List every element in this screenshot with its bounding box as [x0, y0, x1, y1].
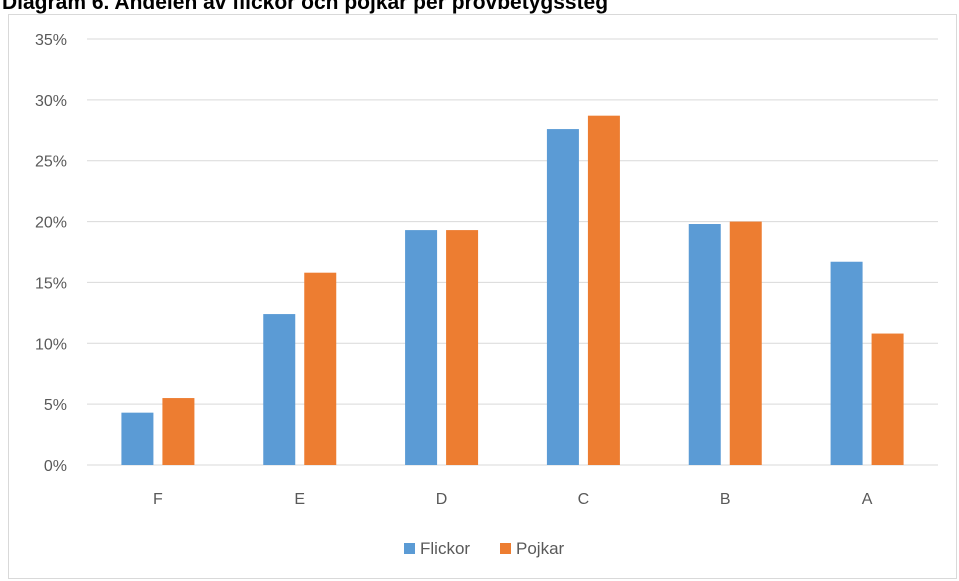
y-tick-label: 25%: [35, 154, 67, 171]
bar-pojkar-c: [587, 115, 620, 466]
y-tick-label: 5%: [44, 397, 67, 414]
y-tick-label: 0%: [44, 458, 67, 475]
bar-flickor-f: [121, 412, 154, 465]
bar-pojkar-d: [446, 230, 479, 465]
bar-flickor-d: [405, 230, 438, 465]
bar-pojkar-a: [871, 333, 904, 465]
bar-flickor-c: [546, 129, 579, 465]
chart-frame: [8, 14, 957, 579]
x-tick-label: E: [294, 491, 305, 508]
y-tick-label: 15%: [35, 275, 67, 292]
bar-flickor-e: [263, 314, 296, 465]
y-tick-label: 20%: [35, 215, 67, 232]
bar-pojkar-f: [162, 398, 195, 465]
legend-swatch-flickor: [404, 543, 415, 554]
y-tick-label: 30%: [35, 93, 67, 110]
x-tick-label: B: [720, 491, 731, 508]
gridlines: [87, 38, 938, 466]
bar-pojkar-e: [304, 272, 337, 465]
x-tick-label: A: [862, 491, 873, 508]
bars: [121, 115, 904, 466]
bar-flickor-b: [688, 224, 721, 465]
legend-label-flickor: Flickor: [420, 539, 470, 558]
x-tick-label: C: [578, 491, 590, 508]
bar-pojkar-b: [729, 221, 762, 465]
y-tick-label: 35%: [35, 32, 67, 49]
y-tick-label: 10%: [35, 336, 67, 353]
y-axis-tick-labels: 0% 5% 10% 15% 20% 25% 30% 35%: [35, 32, 67, 475]
bar-flickor-a: [830, 261, 863, 465]
legend: Flickor Pojkar: [404, 539, 565, 558]
chart-title: Diagram 6. Andelen av flickor och pojkar…: [2, 0, 609, 14]
x-tick-label: D: [436, 491, 448, 508]
legend-swatch-pojkar: [500, 543, 511, 554]
legend-label-pojkar: Pojkar: [516, 539, 565, 558]
x-tick-label: F: [153, 491, 163, 508]
